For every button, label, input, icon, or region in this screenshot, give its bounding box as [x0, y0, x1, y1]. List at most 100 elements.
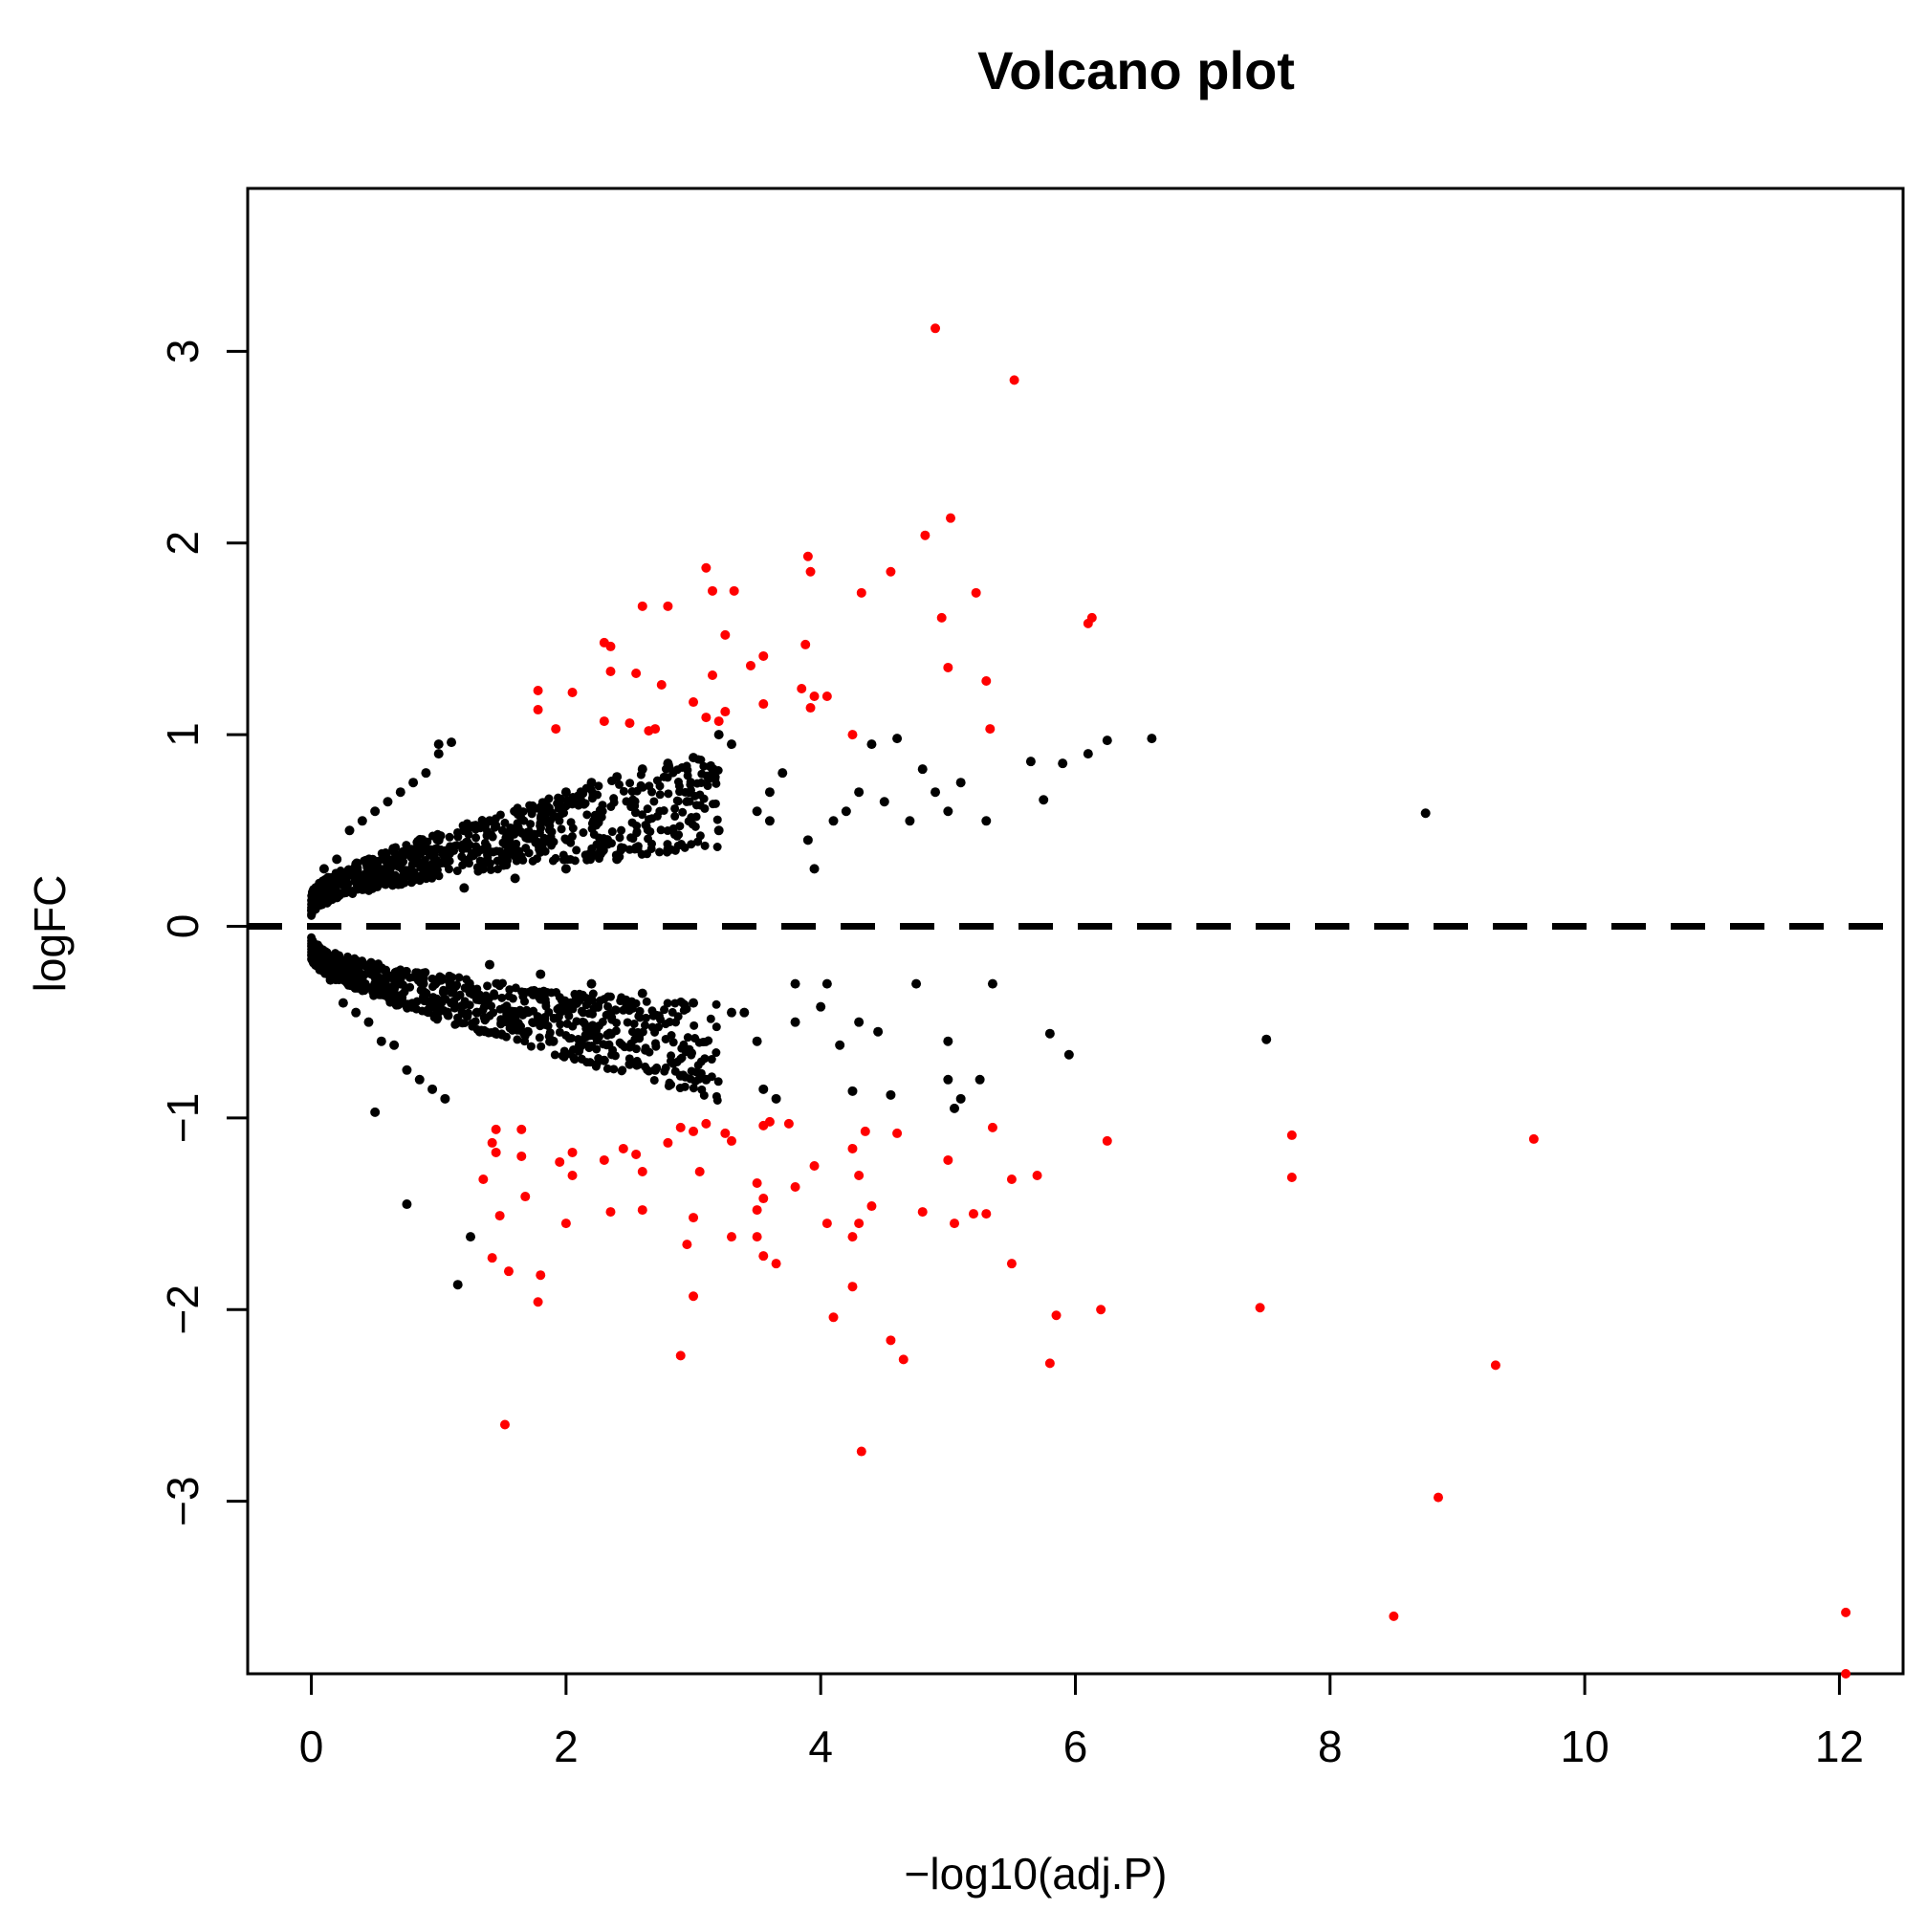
data-point-bg — [680, 762, 690, 772]
data-point — [363, 1017, 374, 1027]
x-tick-label: 4 — [808, 1722, 833, 1771]
data-point-bg — [446, 842, 455, 851]
data-point-bg — [458, 861, 468, 870]
data-point — [408, 778, 419, 788]
data-point-bg — [522, 1008, 532, 1018]
data-point-bg — [343, 866, 353, 875]
data-point — [689, 753, 699, 763]
data-point-bg — [380, 879, 389, 889]
data-point-bg — [510, 845, 519, 855]
data-point-bg — [486, 865, 495, 874]
data-point-bg — [691, 801, 701, 810]
data-point — [433, 739, 444, 750]
data-point — [440, 1093, 450, 1104]
data-point — [854, 787, 865, 798]
data-point — [987, 978, 997, 989]
data-point-significant — [892, 1128, 903, 1138]
data-point-bg — [543, 1021, 553, 1031]
data-point-bg — [602, 835, 612, 845]
data-point-bg — [642, 822, 651, 831]
data-point-significant — [809, 1160, 820, 1171]
data-point-bg — [672, 831, 682, 841]
data-point — [637, 988, 647, 999]
data-point-significant — [856, 587, 866, 598]
data-point-bg — [655, 790, 665, 800]
data-point-bg — [473, 847, 483, 857]
data-point-bg — [670, 812, 680, 822]
data-point-bg — [428, 982, 438, 992]
data-point-bg — [687, 840, 696, 849]
data-point — [370, 1107, 381, 1117]
data-point-bg — [562, 796, 572, 805]
data-point — [459, 825, 470, 836]
data-point — [357, 816, 367, 826]
data-point-bg — [665, 1078, 674, 1087]
data-point — [663, 758, 673, 769]
data-point-significant — [752, 1232, 762, 1242]
data-point-bg — [706, 1014, 715, 1023]
data-point-bg — [505, 985, 515, 995]
data-point-bg — [712, 815, 722, 824]
data-point-bg — [452, 867, 462, 876]
data-point-bg — [703, 781, 712, 791]
data-point-bg — [706, 760, 715, 770]
data-point — [689, 998, 699, 1008]
data-point — [370, 978, 381, 989]
data-point-significant — [797, 684, 807, 694]
data-point-bg — [410, 855, 420, 865]
data-point-bg — [573, 791, 582, 801]
data-point-bg — [471, 995, 481, 1004]
data-point-bg — [491, 1027, 500, 1037]
data-point — [943, 806, 953, 817]
data-point-significant — [898, 1354, 909, 1365]
data-point-significant — [599, 716, 609, 727]
data-point-bg — [519, 816, 529, 825]
data-point-significant — [758, 699, 769, 710]
data-point-bg — [549, 1013, 558, 1022]
y-tick-label: −1 — [158, 1093, 208, 1143]
data-point-significant — [931, 323, 941, 334]
data-point-bg — [518, 992, 528, 1001]
data-point-bg — [607, 1015, 617, 1024]
data-point-significant — [1389, 1611, 1399, 1621]
data-point — [344, 825, 355, 836]
data-point-bg — [606, 801, 616, 811]
data-point-bg — [387, 971, 397, 980]
data-point-bg — [617, 993, 626, 1002]
data-point-significant — [503, 1266, 514, 1277]
data-point-bg — [535, 828, 544, 838]
data-point-bg — [346, 969, 356, 978]
data-point-bg — [700, 803, 710, 813]
data-point-significant — [917, 1207, 928, 1218]
data-point-bg — [697, 769, 707, 779]
data-point-bg — [544, 794, 554, 803]
data-point-significant — [551, 724, 561, 735]
data-point-significant — [752, 1178, 762, 1189]
data-point-bg — [310, 948, 319, 957]
data-point-significant — [752, 1205, 762, 1216]
data-point-bg — [538, 839, 548, 848]
data-point-bg — [454, 973, 464, 982]
data-point-bg — [579, 828, 588, 838]
data-point — [389, 1040, 400, 1050]
data-point-bg — [617, 1040, 626, 1049]
data-point — [713, 730, 724, 740]
data-point-bg — [480, 1016, 490, 1025]
data-point — [612, 854, 623, 865]
data-point — [1044, 1028, 1055, 1039]
data-point — [713, 825, 724, 836]
data-point-bg — [465, 978, 474, 988]
data-point — [917, 764, 928, 775]
y-tick-label: 3 — [158, 340, 208, 364]
data-point-bg — [440, 987, 449, 997]
data-point-significant — [920, 530, 931, 540]
data-point-bg — [518, 807, 528, 817]
data-point-bg — [361, 970, 370, 979]
data-point-bg — [538, 987, 548, 997]
data-point-bg — [555, 1027, 564, 1037]
data-point-bg — [596, 849, 605, 859]
data-point — [802, 835, 813, 845]
data-point-significant — [1009, 375, 1019, 385]
y-tick-label: 0 — [158, 914, 208, 939]
data-point-significant — [663, 601, 673, 611]
